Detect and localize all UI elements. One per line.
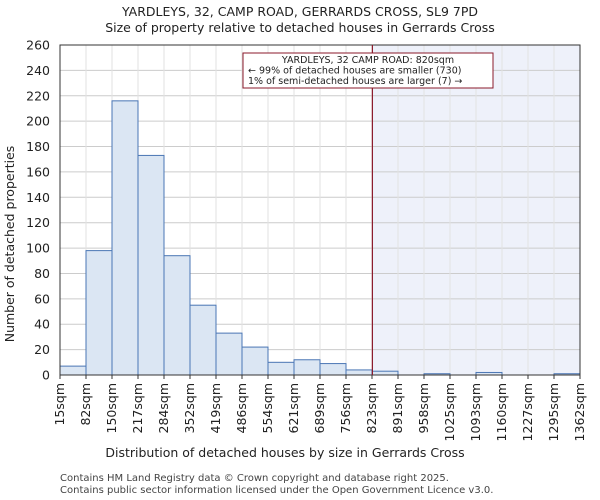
bar [371,370,399,376]
x-tick-label: 823sqm [364,383,379,433]
x-tick-label: 15sqm [52,383,67,426]
annotation-line-1: YARDLEYS, 32 CAMP ROAD: 820sqm [281,55,454,66]
y-tick-label: 140 [26,190,50,205]
x-tick-label: 1227sqm [520,383,535,441]
bar [111,100,139,376]
x-tick-label: 554sqm [260,383,275,433]
x-tick-label: 419sqm [208,383,223,433]
y-tick-label: 180 [26,139,50,154]
y-tick-label: 120 [26,215,50,230]
y-tick-label: 60 [34,291,50,306]
plot-area: 0 20 40 60 80 100 120 140 160 180 200 220 240 260 15sq… [26,38,587,442]
x-axis-label: Distribution of detached houses by size … [105,445,464,460]
y-tick-label: 100 [26,241,50,256]
y-tick-label: 40 [34,317,50,332]
x-tick-label: 1160sqm [494,383,509,441]
x-tick-label: 1025sqm [442,383,457,441]
bar [59,365,87,376]
y-tick-label: 160 [26,164,50,179]
chart-title: YARDLEYS, 32, CAMP ROAD, GERRARDS CROSS,… [121,4,478,19]
annotation-box [242,52,494,89]
bar [163,255,191,376]
annotation-line-2: ← 99% of detached houses are smaller (73… [248,66,461,77]
bar [293,359,321,376]
x-tick-label: 756sqm [338,383,353,433]
y-tick-label: 20 [34,342,50,357]
x-tick-label: 1362sqm [572,383,587,441]
x-tick-label: 1295sqm [546,383,561,441]
bar [215,332,243,376]
bar [85,250,113,376]
x-tick-label: 689sqm [312,383,327,433]
bar [241,346,269,376]
bar [267,361,295,376]
y-tick-label: 240 [26,63,50,78]
x-tick-label: 621sqm [286,383,301,433]
y-tick-label: 260 [26,38,50,53]
footer-licence: Contains public sector information licen… [60,485,494,496]
bar [345,369,373,376]
y-tick-label: 0 [42,368,50,383]
y-tick-label: 220 [26,88,50,103]
x-tick-label: 352sqm [182,383,197,433]
bar [137,154,165,376]
y-tick-label: 80 [34,266,50,281]
y-axis-label: Number of detached properties [2,146,17,343]
y-tick-label: 200 [26,114,50,129]
chart-subtitle: Size of property relative to detached ho… [105,20,495,35]
footer-copyright: Contains HM Land Registry data © Crown c… [60,473,449,484]
x-tick-label: 958sqm [416,383,431,433]
x-tick-label: 891sqm [390,383,405,433]
bar [319,363,347,376]
x-tick-label: 284sqm [156,383,171,433]
x-tick-label: 486sqm [234,383,249,433]
bar [189,304,217,376]
x-tick-label: 1093sqm [468,383,483,441]
annotation-line-3: 1% of semi-detached houses are larger (7… [248,76,462,87]
x-tick-label: 82sqm [78,383,93,426]
x-tick-label: 217sqm [130,383,145,433]
x-tick-label: 150sqm [104,383,119,433]
